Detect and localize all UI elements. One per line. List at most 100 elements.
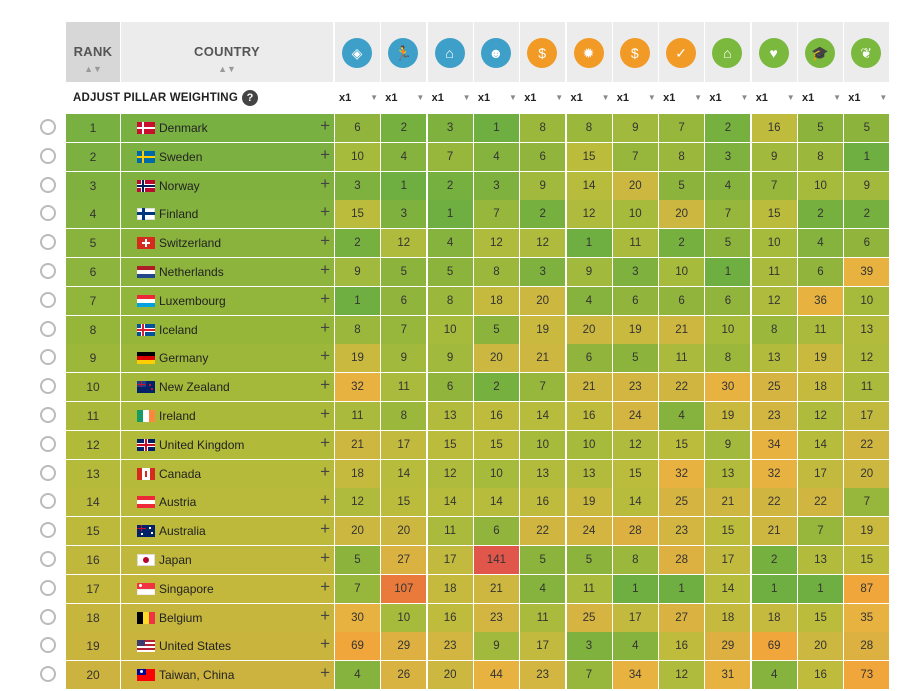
expand-plus-icon[interactable]: + xyxy=(320,490,330,510)
weight-select-12[interactable]: x1 ▼ xyxy=(844,84,890,112)
pillar-score-cell: 7 xyxy=(659,114,705,142)
expand-plus-icon[interactable]: + xyxy=(320,519,330,539)
row-select-radio[interactable] xyxy=(40,349,56,366)
row-select-radio[interactable] xyxy=(40,435,56,452)
rank-cell: 5 xyxy=(66,229,120,258)
expand-plus-icon[interactable]: + xyxy=(320,202,330,222)
expand-plus-icon[interactable]: + xyxy=(320,461,330,481)
table-row: 10 New Zealand +32 11 6 2 7 21 23 22 30 25 18 11 xyxy=(0,373,900,402)
row-select-radio[interactable] xyxy=(40,493,56,510)
pillar-score-cell: 11 xyxy=(566,574,612,603)
expand-plus-icon[interactable]: + xyxy=(320,576,330,596)
pillar-header-6[interactable]: ✹ xyxy=(566,22,612,82)
row-select-radio[interactable] xyxy=(40,522,56,539)
weight-select-5[interactable]: x1 ▼ xyxy=(520,84,566,112)
weight-select-2[interactable]: x1 ▼ xyxy=(381,84,427,112)
pillar-header-11[interactable]: 🎓 xyxy=(798,22,843,82)
expand-plus-icon[interactable]: + xyxy=(320,375,330,395)
pillar-score-cell: 8 xyxy=(427,286,473,315)
pillar-score-cell: 13 xyxy=(705,459,751,488)
pillar-score-cell: 20 xyxy=(659,200,705,229)
pillar-score-cell: 12 xyxy=(659,661,705,690)
row-select-radio[interactable] xyxy=(40,320,56,337)
row-select-radio[interactable] xyxy=(40,119,56,135)
expand-plus-icon[interactable]: + xyxy=(320,605,330,625)
expand-plus-icon[interactable]: + xyxy=(320,317,330,337)
row-select-radio[interactable] xyxy=(40,176,56,193)
expand-plus-icon[interactable]: + xyxy=(320,634,330,654)
expand-plus-icon[interactable]: + xyxy=(320,663,330,683)
pillar-header-3[interactable]: ⌂ xyxy=(427,22,473,82)
pillar-header-7[interactable]: $ xyxy=(612,22,658,82)
pillar-score-cell: 7 xyxy=(612,142,658,171)
pillar-score-cell: 16 xyxy=(659,632,705,661)
weight-select-11[interactable]: x1 ▼ xyxy=(798,84,844,112)
weight-select-9[interactable]: x1 ▼ xyxy=(705,84,751,112)
pillar-header-1[interactable]: ◈ xyxy=(335,22,380,82)
flag-se-icon xyxy=(137,150,155,163)
expand-plus-icon[interactable]: + xyxy=(320,288,330,308)
row-select-radio[interactable] xyxy=(40,291,56,308)
row-select-radio[interactable] xyxy=(40,234,56,251)
weight-select-8[interactable]: x1 ▼ xyxy=(659,84,705,112)
money-plant-icon: $ xyxy=(527,38,558,68)
pillar-score-cell: 19 xyxy=(798,344,843,373)
expand-plus-icon[interactable]: + xyxy=(320,116,330,135)
pillar-score-cell: 11 xyxy=(335,402,380,430)
pillar-score-cell: 1 xyxy=(844,142,890,171)
country-name: Singapore xyxy=(159,581,214,596)
graduation-cap-icon: 🎓 xyxy=(805,38,835,68)
country-column-header[interactable]: COUNTRY ▲▼ xyxy=(121,22,333,82)
row-select-radio[interactable] xyxy=(40,407,56,423)
rank-cell: 20 xyxy=(66,661,120,690)
expand-plus-icon[interactable]: + xyxy=(320,173,330,193)
pillar-header-12[interactable]: ❦ xyxy=(844,22,890,82)
help-icon[interactable]: ? xyxy=(242,90,258,106)
weight-select-3[interactable]: x1 ▼ xyxy=(428,84,474,112)
country-name: Luxembourg xyxy=(159,293,226,308)
pillar-score-cell: 7 xyxy=(335,574,380,603)
row-select-radio[interactable] xyxy=(40,378,56,395)
weight-select-10[interactable]: x1 ▼ xyxy=(752,84,798,112)
pillar-header-4[interactable]: ☻ xyxy=(473,22,519,82)
country-cell: New Zealand + xyxy=(121,373,334,402)
row-select-radio[interactable] xyxy=(40,579,56,596)
row-select-radio[interactable] xyxy=(40,464,56,481)
weight-select-6[interactable]: x1 ▼ xyxy=(567,84,613,112)
pillar-score-cell: 15 xyxy=(798,603,843,632)
pillar-header-2[interactable]: 🏃 xyxy=(381,22,427,82)
dropdown-caret-icon: ▼ xyxy=(370,93,378,102)
row-select-radio[interactable] xyxy=(40,637,56,654)
expand-plus-icon[interactable]: + xyxy=(320,260,330,279)
country-cell: Luxembourg + xyxy=(121,286,334,315)
expand-plus-icon[interactable]: + xyxy=(320,144,330,164)
pillar-score-cell: 21 xyxy=(520,344,566,373)
expand-plus-icon[interactable]: + xyxy=(320,231,330,251)
weight-value: x1 xyxy=(663,92,676,104)
coin-check-icon: ✓ xyxy=(666,38,697,68)
pillar-score-cell: 1 xyxy=(473,114,519,142)
expand-plus-icon[interactable]: + xyxy=(320,548,330,567)
row-select-radio[interactable] xyxy=(40,147,56,164)
pillar-header-9[interactable]: ⌂ xyxy=(705,22,751,82)
row-select-radio[interactable] xyxy=(40,666,56,683)
pillar-score-cell: 3 xyxy=(705,142,751,171)
row-select-radio[interactable] xyxy=(40,263,56,279)
row-select-radio[interactable] xyxy=(40,608,56,625)
pillar-header-10[interactable]: ♥ xyxy=(751,22,797,82)
rank-column-header[interactable]: RANK ▲▼ xyxy=(66,22,120,82)
row-select-radio[interactable] xyxy=(40,551,56,567)
expand-plus-icon[interactable]: + xyxy=(320,432,330,452)
row-select-radio[interactable] xyxy=(40,205,56,222)
pillar-score-cell: 8 xyxy=(659,142,705,171)
pillar-header-5[interactable]: $ xyxy=(520,22,566,82)
pillar-score-cell: 22 xyxy=(798,488,843,517)
weight-select-1[interactable]: x1 ▼ xyxy=(335,84,381,112)
weight-select-4[interactable]: x1 ▼ xyxy=(474,84,520,112)
pillar-score-cell: 9 xyxy=(473,632,519,661)
weight-select-7[interactable]: x1 ▼ xyxy=(613,84,659,112)
pillar-header-8[interactable]: ✓ xyxy=(659,22,705,82)
expand-plus-icon[interactable]: + xyxy=(320,346,330,366)
expand-plus-icon[interactable]: + xyxy=(320,404,330,423)
pillar-score-cell: 2 xyxy=(335,229,380,258)
